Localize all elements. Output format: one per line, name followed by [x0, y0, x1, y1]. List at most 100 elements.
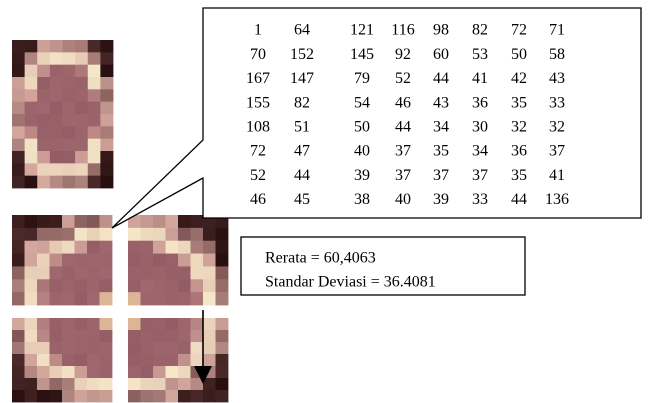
- pixel: [166, 354, 179, 366]
- pixel: [100, 279, 113, 292]
- pixel: [63, 151, 76, 164]
- matrix-cell: 1: [254, 22, 262, 39]
- pixel: [63, 40, 76, 53]
- pixel: [178, 266, 191, 279]
- pixel: [87, 292, 100, 305]
- pixel: [100, 241, 113, 254]
- pixel: [203, 292, 216, 305]
- pixel: [141, 366, 154, 378]
- matrix-cell: 40: [354, 143, 370, 160]
- pixel: [75, 279, 88, 292]
- pixel: [216, 266, 229, 279]
- pixel: [50, 241, 63, 254]
- matrix-cell: 152: [290, 46, 314, 63]
- matrix-cell: 52: [250, 167, 266, 184]
- pixel: [87, 378, 100, 390]
- pixel: [75, 163, 88, 176]
- pixel: [25, 279, 38, 292]
- pixel: [12, 163, 25, 176]
- pixel: [153, 215, 166, 228]
- pixel: [191, 354, 204, 366]
- pixel: [25, 342, 38, 354]
- pixel: [37, 89, 50, 102]
- pixel: [25, 77, 38, 90]
- pixel: [37, 292, 50, 305]
- matrix-cell: 44: [511, 191, 527, 208]
- pixel: [25, 241, 38, 254]
- pixel: [12, 228, 25, 241]
- matrix-cell: 64: [294, 22, 310, 39]
- pixel: [62, 241, 75, 254]
- pixel: [37, 366, 50, 378]
- pixel: [25, 378, 38, 390]
- matrix-cell: 34: [472, 143, 488, 160]
- pixel: [128, 292, 141, 305]
- pixel: [87, 279, 100, 292]
- pixel: [25, 89, 38, 102]
- pixel: [100, 52, 113, 65]
- matrix-cell: 37: [472, 167, 488, 184]
- pixel: [100, 254, 113, 267]
- pixel: [87, 241, 100, 254]
- matrix-cell: 70: [250, 46, 266, 63]
- pixel: [178, 390, 191, 402]
- pixel: [100, 318, 113, 330]
- pixel: [216, 378, 229, 390]
- pixel: [203, 390, 216, 402]
- pixel: [75, 366, 88, 378]
- pixel: [62, 378, 75, 390]
- pixel: [203, 266, 216, 279]
- pixel: [216, 292, 229, 305]
- matrix-cell: 51: [294, 118, 310, 135]
- pixel: [25, 228, 38, 241]
- matrix-cell: 108: [246, 118, 270, 135]
- pixel: [75, 102, 88, 115]
- pixel: [191, 292, 204, 305]
- pixel: [178, 354, 191, 366]
- pixel: [178, 254, 191, 267]
- matrix-cell: 33: [549, 94, 565, 111]
- pixel: [141, 318, 154, 330]
- pixel: [203, 330, 216, 342]
- pixel: [62, 266, 75, 279]
- pixel: [178, 241, 191, 254]
- pixel: [100, 266, 113, 279]
- pixel: [141, 378, 154, 390]
- pixel: [100, 163, 113, 176]
- pixel: [141, 254, 154, 267]
- pixel: [37, 228, 50, 241]
- pixel: [75, 228, 88, 241]
- pixel: [166, 266, 179, 279]
- pixel: [87, 390, 100, 402]
- pixel: [50, 139, 63, 152]
- pixel: [87, 215, 100, 228]
- matrix-cell: 43: [549, 70, 565, 87]
- pixel: [88, 77, 101, 90]
- pixel: [100, 354, 113, 366]
- pixel: [37, 126, 50, 139]
- pixel: [63, 77, 76, 90]
- pixel: [50, 65, 63, 78]
- pixel: [100, 139, 113, 152]
- matrix-cell: 40: [395, 191, 411, 208]
- pixel: [50, 40, 63, 53]
- pixel: [153, 390, 166, 402]
- pixel: [216, 390, 229, 402]
- pixel: [203, 318, 216, 330]
- pixel: [75, 126, 88, 139]
- pixel: [100, 215, 113, 228]
- pixel: [50, 151, 63, 164]
- matrix-cell: 36: [472, 94, 488, 111]
- pixel: [87, 266, 100, 279]
- pixel: [178, 292, 191, 305]
- matrix-cell: 36: [511, 143, 527, 160]
- matrix-cell: 82: [472, 22, 488, 39]
- pixel: [37, 139, 50, 152]
- pixel: [178, 318, 191, 330]
- pixel: [141, 279, 154, 292]
- pixel: [128, 228, 141, 241]
- pixel: [62, 318, 75, 330]
- pixel: [62, 342, 75, 354]
- pixel: [166, 228, 179, 241]
- pixel: [63, 102, 76, 115]
